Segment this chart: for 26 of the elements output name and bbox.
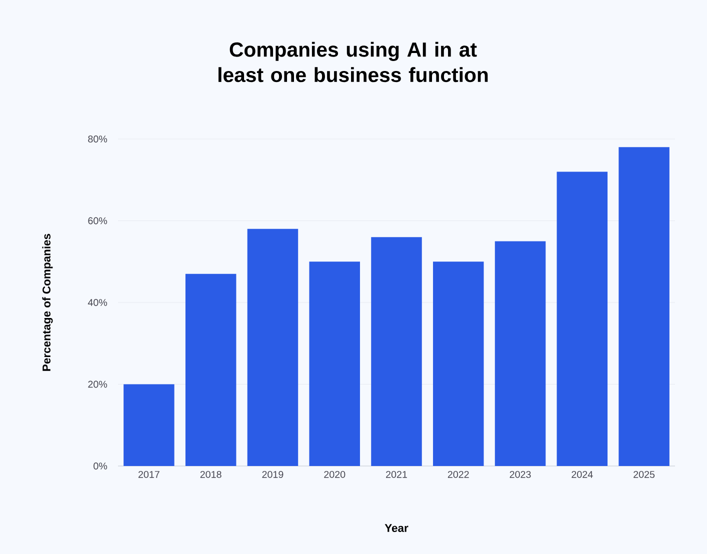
y-tick-label: 20% [88,380,108,388]
bar [124,384,174,466]
x-tick-label: 2022 [448,470,469,478]
bar [618,147,670,466]
x-tick-label: 2021 [386,470,407,478]
x-tick-label: 2024 [572,470,593,478]
y-tick-label: 40% [88,299,108,306]
bar [185,274,236,466]
bar [309,262,360,466]
bar [494,241,546,466]
x-tick-label: 2017 [138,470,160,478]
bar [556,172,608,466]
y-axis-title: Percentage of Companies [42,234,53,371]
x-tick-label: 2019 [262,470,284,478]
chart-title: Companies using AI in at least one business function [218,42,488,82]
bar [371,237,422,466]
x-tick-label: 2020 [324,470,346,478]
bar [433,262,484,466]
bar [247,228,298,466]
x-tick-label: 2025 [634,470,655,478]
y-tick-label: 80% [88,136,108,142]
y-tick-label: 60% [88,217,108,224]
x-axis-title: Year [384,524,408,532]
x-tick-label: 2018 [200,470,222,478]
y-tick-label: 0% [94,462,108,470]
x-tick-label: 2023 [510,470,531,478]
